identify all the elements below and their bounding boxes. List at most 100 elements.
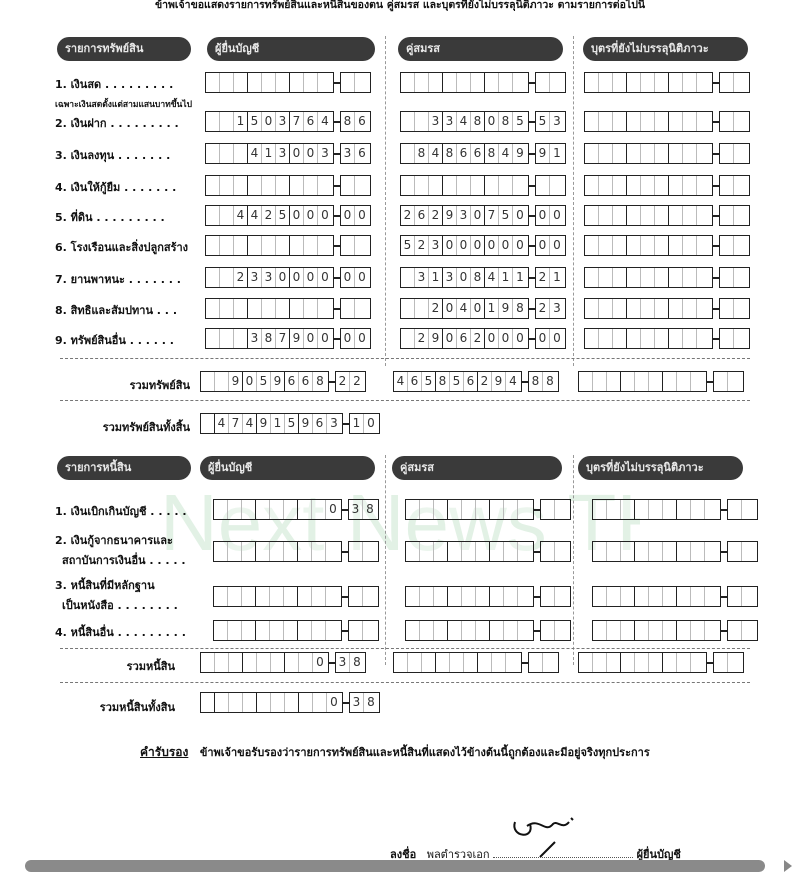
liability-amount-decimal[interactable]: [540, 541, 571, 562]
asset-amount-decimal[interactable]: [535, 175, 566, 196]
liability-amount-decimal[interactable]: [727, 620, 758, 641]
liability-amount-decimal[interactable]: [540, 586, 571, 607]
scroll-right-arrow-icon[interactable]: [784, 860, 792, 872]
asset-amount-decimal[interactable]: [719, 175, 750, 196]
liability-amount-decimal[interactable]: [540, 620, 571, 641]
asset-amount-integer[interactable]: [205, 298, 334, 319]
asset-amount-integer[interactable]: [400, 72, 529, 93]
liability-amount-integer[interactable]: [405, 586, 534, 607]
asset-amount-decimal[interactable]: [719, 111, 750, 132]
horizontal-scrollbar[interactable]: [25, 860, 765, 872]
asset-amount-decimal[interactable]: [719, 267, 750, 288]
asset-amount-decimal[interactable]: [719, 328, 750, 349]
digit-cell: 4: [243, 414, 257, 433]
liability-amount-decimal[interactable]: [348, 541, 379, 562]
liability-amount-integer[interactable]: [592, 541, 721, 562]
asset-amount-integer[interactable]: [584, 267, 713, 288]
liabilities-sum-integer[interactable]: 0: [200, 652, 329, 673]
asset-amount-integer[interactable]: [584, 235, 713, 256]
liability-amount-decimal[interactable]: [727, 586, 758, 607]
liabilities-grand-total-integer[interactable]: 0: [200, 692, 343, 713]
liability-amount-integer[interactable]: [592, 620, 721, 641]
liability-amount-integer[interactable]: [405, 499, 534, 520]
digit-cell: [697, 176, 711, 195]
liabilities-sum-integer[interactable]: [578, 652, 707, 673]
liability-amount-integer[interactable]: [405, 541, 534, 562]
liabilities-sum-decimal[interactable]: [528, 652, 559, 673]
assets-sum-decimal[interactable]: [713, 371, 744, 392]
liability-amount-integer[interactable]: [592, 586, 721, 607]
asset-amount-integer[interactable]: [584, 205, 713, 226]
asset-amount-integer[interactable]: [584, 328, 713, 349]
asset-amount-decimal[interactable]: [535, 72, 566, 93]
asset-amount-decimal[interactable]: [719, 298, 750, 319]
liability-amount-decimal[interactable]: [348, 620, 379, 641]
liability-amount-integer[interactable]: [405, 620, 534, 641]
liability-amount-integer[interactable]: 0: [213, 499, 342, 520]
liability-amount-integer[interactable]: [213, 541, 342, 562]
asset-amount-integer[interactable]: [205, 235, 334, 256]
asset-amount-integer[interactable]: [584, 111, 713, 132]
asset-amount-decimal[interactable]: [340, 175, 371, 196]
liability-amount-decimal[interactable]: [727, 541, 758, 562]
liability-amount-integer[interactable]: [592, 499, 721, 520]
liability-amount-decimal[interactable]: [540, 499, 571, 520]
asset-amount-integer[interactable]: [584, 72, 713, 93]
liabilities-sum-integer[interactable]: [393, 652, 522, 673]
liability-amount-integer[interactable]: [213, 586, 342, 607]
asset-amount-decimal[interactable]: [719, 143, 750, 164]
asset-amount-integer[interactable]: [205, 72, 334, 93]
asset-row-label: 7. ยานพาหนะ . . . . . . .: [55, 273, 181, 286]
asset-amount-integer[interactable]: [400, 175, 529, 196]
liability-amount-decimal[interactable]: [727, 499, 758, 520]
assets-sum-integer[interactable]: [578, 371, 707, 392]
digit-cell: [742, 587, 756, 606]
asset-amount-decimal[interactable]: [719, 72, 750, 93]
asset-amount-decimal[interactable]: [340, 235, 371, 256]
liability-amount-decimal[interactable]: [348, 586, 379, 607]
asset-amount-decimal[interactable]: [340, 298, 371, 319]
asset-amount-integer[interactable]: [205, 175, 334, 196]
asset-amount-decimal[interactable]: [719, 205, 750, 226]
liability-amount-integer[interactable]: [213, 620, 342, 641]
asset-amount-decimal[interactable]: [719, 235, 750, 256]
asset-amount-decimal[interactable]: [340, 72, 371, 93]
asset-amount-integer[interactable]: [584, 298, 713, 319]
liabilities-sum-decimal[interactable]: [713, 652, 744, 673]
asset-amount-integer[interactable]: [584, 143, 713, 164]
asset-amount-integer[interactable]: [584, 175, 713, 196]
